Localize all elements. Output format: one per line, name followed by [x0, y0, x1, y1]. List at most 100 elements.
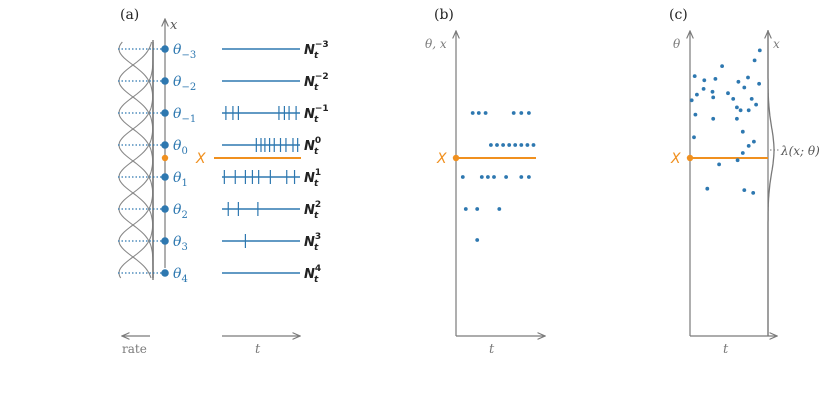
spike-point	[495, 143, 499, 147]
spike-point	[519, 111, 524, 115]
neuron-theta-label: θ0	[173, 138, 188, 157]
stimulus-dot-a	[161, 154, 169, 162]
spike-point	[731, 97, 736, 101]
neuron-dot	[161, 141, 169, 149]
spike-point	[735, 105, 739, 110]
stimulus-dot-b	[452, 154, 460, 162]
stimulus-label-b: X	[436, 151, 447, 167]
spike-point	[736, 79, 741, 84]
spike-point	[460, 175, 465, 179]
spike-count-label: N3 t	[304, 232, 321, 253]
spike-point	[527, 175, 531, 179]
spike-point	[475, 238, 480, 242]
spike-point	[479, 175, 484, 179]
panel-c-label: (c)	[669, 7, 688, 23]
spike-point	[701, 87, 706, 91]
spike-point	[476, 111, 481, 115]
neuron-dot	[161, 45, 169, 53]
spike-point	[531, 143, 536, 147]
tuning-curves	[118, 40, 154, 280]
panel-b-ylabel: θ, x	[425, 37, 447, 51]
spike-point	[692, 74, 697, 78]
neuron-dot	[161, 173, 169, 181]
spike-point	[483, 111, 488, 115]
spike-point	[702, 78, 707, 83]
neuron-theta-label: θ3	[173, 234, 188, 253]
panel-a-label: (a)	[120, 7, 139, 23]
neuron-theta-label: θ2	[173, 202, 188, 221]
neuron-theta-label: θ−3	[173, 42, 196, 61]
spike-point	[746, 75, 750, 80]
spike-trains: N−3 t N−2 t N−1 t N0 t N1 t N2 t N3 t N4 t	[222, 40, 329, 285]
spike-point	[752, 58, 757, 63]
panel-a: (a) x θ−3 θ−2 θ−1 θ0 θ1 θ2 θ3 θ4 X N−3 t N−2 t N−1 t…	[118, 7, 329, 357]
neuron-theta-label: θ1	[173, 170, 188, 189]
spike-count-label: N4 t	[304, 264, 321, 285]
stimulus-label-c: X	[670, 151, 681, 167]
spike-count-label: N0 t	[304, 136, 321, 157]
spike-point	[726, 91, 730, 96]
neuron-theta-label: θ−1	[173, 106, 196, 125]
spike-point	[497, 207, 502, 211]
spike-points-c	[689, 48, 762, 195]
spike-point	[746, 108, 751, 113]
spike-point	[740, 129, 745, 134]
spike-point	[511, 111, 516, 115]
spike-point	[504, 175, 508, 179]
spike-point	[695, 92, 699, 97]
x-axis-label: x	[170, 18, 178, 33]
spike-point	[735, 116, 739, 121]
spike-point	[501, 143, 505, 147]
spike-count-label: N−2 t	[304, 72, 329, 93]
spike-point	[507, 143, 512, 147]
spike-count-label: N−1 t	[304, 104, 329, 125]
panel-c-xlabel: t	[723, 342, 729, 357]
panel-b-xlabel: t	[489, 342, 495, 357]
spike-point	[693, 112, 698, 117]
neuron-theta-label: θ4	[173, 266, 188, 285]
neuron-list: θ−3 θ−2 θ−1 θ0 θ1 θ2 θ3 θ4	[118, 42, 196, 285]
tuning-curve	[118, 42, 154, 279]
rate-label: rate	[122, 342, 147, 356]
panel-b-label: (b)	[434, 7, 454, 23]
spike-point	[735, 158, 740, 163]
spike-point	[486, 175, 490, 179]
spike-count-label: N1 t	[304, 168, 321, 189]
spike-point	[713, 77, 718, 81]
spike-point	[470, 111, 475, 115]
spike-point	[742, 188, 747, 193]
neuron-dot	[161, 269, 169, 277]
spike-point	[692, 135, 696, 140]
spike-count-label: N−3 t	[304, 40, 329, 61]
panel-b: (b) θ, x t X	[425, 7, 545, 357]
neuron-dot	[161, 205, 169, 213]
spike-point	[746, 144, 751, 148]
spike-point	[519, 175, 524, 179]
spike-point	[689, 98, 694, 103]
spike-point	[711, 116, 716, 121]
time-label-a: t	[255, 342, 261, 357]
spike-point	[492, 175, 496, 179]
spike-point	[711, 95, 716, 100]
spike-point	[527, 111, 531, 115]
stimulus-label-a: X	[195, 151, 206, 167]
spike-points-b	[460, 111, 536, 242]
spike-point	[742, 85, 747, 90]
neuron-theta-label: θ−2	[173, 74, 196, 93]
spike-point	[754, 102, 758, 107]
spike-point	[710, 89, 715, 94]
spike-point	[519, 143, 524, 147]
lambda-label: λ(x; θ)	[780, 144, 820, 158]
spike-point	[475, 207, 480, 211]
panel-c-ylabel: θ	[673, 37, 681, 51]
spike-point	[720, 64, 724, 68]
spike-point	[757, 81, 761, 86]
spike-point	[525, 143, 530, 147]
spike-point	[513, 143, 518, 147]
spike-point	[752, 139, 756, 144]
neuron-dot	[161, 109, 169, 117]
neuron-dot	[161, 77, 169, 85]
spike-point	[751, 191, 756, 195]
spike-point	[489, 143, 493, 147]
